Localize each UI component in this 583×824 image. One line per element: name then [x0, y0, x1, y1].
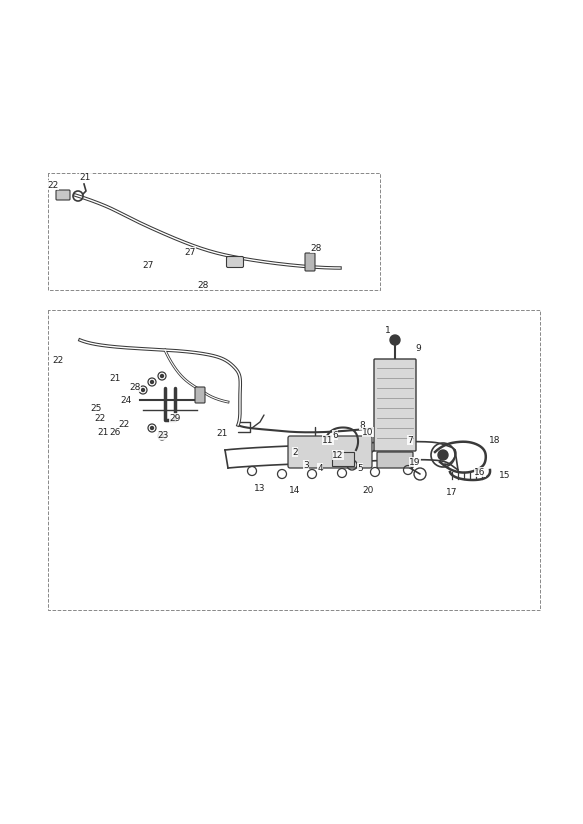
Text: 28: 28	[129, 382, 141, 391]
Text: 22: 22	[94, 414, 106, 423]
Text: 10: 10	[362, 428, 374, 437]
FancyBboxPatch shape	[374, 359, 416, 451]
Text: 16: 16	[474, 467, 486, 476]
Circle shape	[150, 381, 153, 383]
Text: 23: 23	[157, 430, 168, 439]
Circle shape	[390, 335, 400, 345]
Bar	[332, 452, 354, 466]
Text: 22: 22	[52, 355, 64, 364]
Text: 27: 27	[142, 260, 154, 269]
Text: 18: 18	[489, 436, 501, 444]
Text: 20: 20	[362, 485, 374, 494]
Text: 8: 8	[359, 420, 365, 429]
Text: 28: 28	[310, 244, 322, 252]
Text: 22: 22	[118, 419, 129, 428]
Text: 11: 11	[322, 436, 333, 444]
Text: 9: 9	[415, 344, 421, 353]
FancyBboxPatch shape	[377, 452, 413, 468]
Circle shape	[160, 434, 163, 438]
Text: 26: 26	[110, 428, 121, 437]
Text: 19: 19	[409, 457, 421, 466]
Circle shape	[438, 450, 448, 460]
Text: 12: 12	[332, 451, 344, 460]
FancyBboxPatch shape	[305, 253, 315, 271]
Text: 27: 27	[184, 247, 196, 256]
FancyBboxPatch shape	[288, 436, 372, 468]
Text: 6: 6	[332, 430, 338, 439]
Text: 3: 3	[303, 461, 309, 470]
Text: 24: 24	[120, 396, 132, 405]
Circle shape	[150, 427, 153, 429]
Text: 14: 14	[289, 485, 301, 494]
Text: 21: 21	[110, 373, 121, 382]
FancyBboxPatch shape	[195, 387, 205, 403]
Text: 21: 21	[79, 172, 91, 181]
Text: 1: 1	[385, 325, 391, 335]
Text: 15: 15	[499, 471, 511, 480]
Text: 21: 21	[97, 428, 108, 437]
Text: 4: 4	[317, 464, 323, 472]
Text: 25: 25	[90, 404, 101, 413]
Text: 22: 22	[47, 180, 59, 190]
Text: 28: 28	[197, 280, 209, 289]
Text: 21: 21	[216, 428, 228, 438]
Circle shape	[160, 374, 163, 377]
Circle shape	[142, 388, 145, 391]
Text: 29: 29	[169, 414, 181, 423]
FancyBboxPatch shape	[56, 190, 70, 200]
Text: 5: 5	[357, 464, 363, 472]
Text: 7: 7	[407, 436, 413, 444]
Text: 17: 17	[446, 488, 458, 497]
Text: 13: 13	[254, 484, 266, 493]
Text: 2: 2	[292, 447, 298, 456]
FancyBboxPatch shape	[227, 256, 244, 268]
